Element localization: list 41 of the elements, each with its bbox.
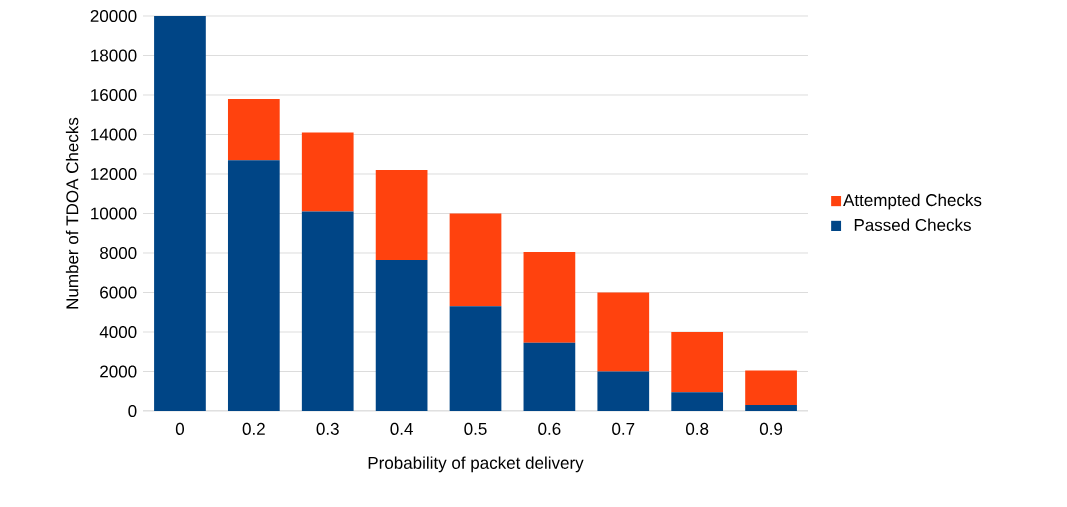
x-tick-label: 0.6 (538, 422, 561, 435)
y-tick-label: 20000 (90, 9, 137, 23)
bar (523, 342, 576, 411)
bar (597, 371, 650, 411)
x-tick-label: 0.5 (464, 422, 487, 435)
y-tick-label: 2000 (100, 365, 137, 378)
bar (375, 259, 428, 411)
bar (154, 16, 206, 411)
y-tick-label: 8000 (100, 246, 137, 260)
x-tick-label: 0.8 (686, 422, 709, 435)
y-tick-label: 16000 (91, 88, 137, 102)
x-tick-label: 0 (175, 422, 185, 435)
y-tick-label: 0 (128, 404, 137, 418)
bar (671, 392, 724, 411)
legend-label: Passed Checks (854, 218, 971, 231)
y-tick-label: 18000 (91, 49, 137, 62)
bar (449, 306, 502, 411)
bar (597, 292, 650, 372)
bar (301, 211, 354, 411)
x-tick-label: 0.3 (316, 422, 339, 435)
bar (227, 160, 280, 411)
y-tick-label: 12000 (91, 167, 137, 181)
x-tick-label: 0.7 (612, 422, 635, 435)
bar (745, 405, 797, 411)
bar (745, 370, 797, 406)
bar (449, 213, 502, 307)
y-tick-label: 4000 (99, 325, 137, 339)
bar (227, 98, 280, 161)
x-tick-label: 0.2 (242, 422, 265, 435)
y-tick-label: 6000 (100, 286, 137, 299)
legend-label: Attempted Checks (843, 193, 982, 210)
bar (671, 332, 724, 393)
x-tick-label: 0.4 (390, 422, 413, 435)
x-axis-title: Probability of packet delivery (368, 456, 584, 473)
bar (523, 252, 576, 343)
y-tick-label: 10000 (91, 207, 137, 220)
bar (375, 170, 428, 260)
bar (301, 132, 354, 212)
y-tick-label: 14000 (91, 128, 137, 141)
y-axis-title: Number of TDOA Checks (65, 117, 79, 309)
x-tick-label: 0.9 (759, 422, 783, 435)
